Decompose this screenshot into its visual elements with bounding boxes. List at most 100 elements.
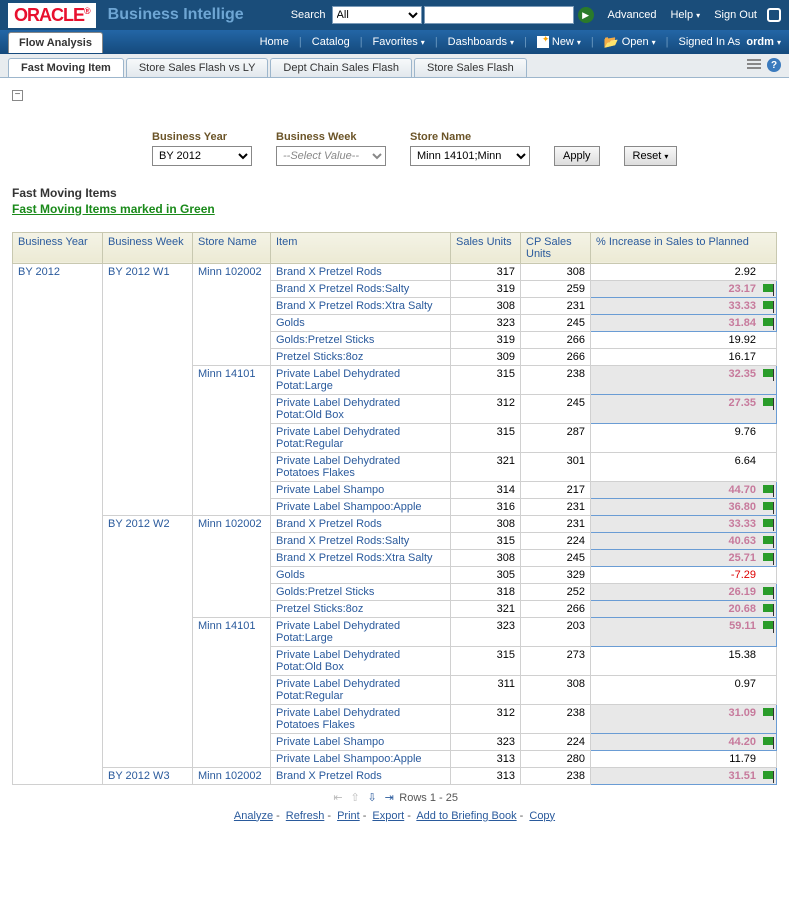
cell-item[interactable]: Golds:Pretzel Sticks — [271, 331, 451, 348]
business-year-select[interactable]: BY 2012 — [152, 146, 252, 166]
refresh-link[interactable]: Refresh — [286, 810, 325, 822]
col-cp-sales-units[interactable]: CP Sales Units — [521, 232, 591, 263]
tab-store-sales-flash[interactable]: Store Sales Flash — [414, 58, 527, 77]
cell-sales-units: 308 — [451, 549, 521, 566]
cell-sales-units: 313 — [451, 750, 521, 767]
cell-item[interactable]: Private Label Dehydrated Potat:Large — [271, 365, 451, 394]
cell-item[interactable]: Pretzel Sticks:8oz — [271, 600, 451, 617]
oracle-logo: ORACLE® — [8, 3, 96, 28]
col-business-week[interactable]: Business Week — [103, 232, 193, 263]
cell-item[interactable]: Brand X Pretzel Rods:Xtra Salty — [271, 549, 451, 566]
col-item[interactable]: Item — [271, 232, 451, 263]
cell-item[interactable]: Private Label Dehydrated Potatoes Flakes — [271, 704, 451, 733]
cell-item[interactable]: Private Label Dehydrated Potat:Old Box — [271, 394, 451, 423]
search-input[interactable] — [424, 6, 574, 24]
cell-business-week[interactable]: BY 2012 W1 — [103, 263, 193, 515]
search-go-icon[interactable]: ▶ — [578, 7, 594, 23]
cell-item[interactable]: Golds — [271, 314, 451, 331]
cell-store-name[interactable]: Minn 14101 — [193, 617, 271, 767]
cell-item[interactable]: Private Label Shampo — [271, 481, 451, 498]
cell-item[interactable]: Brand X Pretzel Rods — [271, 767, 451, 784]
cell-item[interactable]: Golds:Pretzel Sticks — [271, 583, 451, 600]
menu-favorites[interactable]: Favorites▾ — [373, 36, 425, 48]
menu-dashboards[interactable]: Dashboards▾ — [448, 36, 514, 48]
cell-item[interactable]: Private Label Dehydrated Potat:Regular — [271, 675, 451, 704]
flag-icon — [763, 587, 773, 595]
col-pct-increase[interactable]: % Increase in Sales to Planned — [591, 232, 777, 263]
copy-link[interactable]: Copy — [529, 810, 555, 822]
cell-item[interactable]: Brand X Pretzel Rods:Salty — [271, 280, 451, 297]
app-title: Business Intellige — [108, 6, 291, 24]
menu-home[interactable]: Home — [260, 36, 289, 48]
print-link[interactable]: Print — [337, 810, 360, 822]
cell-pct-increase: 36.80 — [591, 498, 777, 515]
cell-cp-sales-units: 238 — [521, 704, 591, 733]
cell-store-name[interactable]: Minn 14101 — [193, 365, 271, 515]
cell-item[interactable]: Private Label Shampoo:Apple — [271, 498, 451, 515]
help-link[interactable]: Help ▾ — [670, 9, 700, 21]
cell-business-week[interactable]: BY 2012 W2 — [103, 515, 193, 767]
cell-item[interactable]: Golds — [271, 566, 451, 583]
store-name-select[interactable]: Minn 14101;Minn — [410, 146, 530, 166]
cell-item[interactable]: Pretzel Sticks:8oz — [271, 348, 451, 365]
cell-sales-units: 309 — [451, 348, 521, 365]
cell-item[interactable]: Private Label Shampoo:Apple — [271, 750, 451, 767]
cell-cp-sales-units: 252 — [521, 583, 591, 600]
cell-item[interactable]: Brand X Pretzel Rods — [271, 515, 451, 532]
cell-item[interactable]: Private Label Dehydrated Potat:Old Box — [271, 646, 451, 675]
search-scope-select[interactable]: All — [332, 6, 422, 24]
cell-item[interactable]: Private Label Dehydrated Potatoes Flakes — [271, 452, 451, 481]
cell-business-year[interactable]: BY 2012 — [13, 263, 103, 784]
signout-link[interactable]: Sign Out — [714, 9, 757, 21]
cell-item[interactable]: Private Label Shampo — [271, 733, 451, 750]
cell-item[interactable]: Brand X Pretzel Rods — [271, 263, 451, 280]
apply-button[interactable]: Apply — [554, 146, 600, 166]
cell-cp-sales-units: 231 — [521, 297, 591, 314]
menu-new[interactable]: New▾ — [537, 36, 581, 48]
cell-item[interactable]: Brand X Pretzel Rods:Salty — [271, 532, 451, 549]
cell-business-week[interactable]: BY 2012 W3 — [103, 767, 193, 784]
export-link[interactable]: Export — [372, 810, 404, 822]
reset-button[interactable]: Reset ▾ — [624, 146, 678, 166]
briefing-book-link[interactable]: Add to Briefing Book — [416, 810, 516, 822]
tab-store-sales-flash-ly[interactable]: Store Sales Flash vs LY — [126, 58, 269, 77]
cell-sales-units: 315 — [451, 423, 521, 452]
pager-next-icon[interactable]: ⇩ — [365, 791, 379, 804]
pager-first-icon[interactable]: ⇤ — [331, 791, 345, 804]
signout-icon[interactable] — [767, 8, 781, 22]
menu-catalog[interactable]: Catalog — [312, 36, 350, 48]
new-icon — [537, 36, 549, 48]
tab-dept-chain-sales-flash[interactable]: Dept Chain Sales Flash — [270, 58, 412, 77]
cell-cp-sales-units: 273 — [521, 646, 591, 675]
help-icon[interactable]: ? — [767, 58, 781, 72]
cell-item[interactable]: Private Label Dehydrated Potat:Large — [271, 617, 451, 646]
cell-cp-sales-units: 238 — [521, 365, 591, 394]
cell-item[interactable]: Private Label Dehydrated Potat:Regular — [271, 423, 451, 452]
col-business-year[interactable]: Business Year — [13, 232, 103, 263]
tab-fast-moving-item[interactable]: Fast Moving Item — [8, 58, 124, 77]
page-options-icon[interactable] — [747, 59, 761, 71]
analyze-link[interactable]: Analyze — [234, 810, 273, 822]
cell-pct-increase: 15.38 — [591, 646, 777, 675]
cell-sales-units: 308 — [451, 515, 521, 532]
pager-prev-icon[interactable]: ⇧ — [348, 791, 362, 804]
business-week-select[interactable]: --Select Value-- — [276, 146, 386, 166]
cell-sales-units: 308 — [451, 297, 521, 314]
flag-icon — [763, 519, 773, 527]
menu-open[interactable]: 📂Open▾ — [604, 35, 656, 49]
cell-cp-sales-units: 266 — [521, 348, 591, 365]
cell-store-name[interactable]: Minn 102002 — [193, 263, 271, 365]
col-store-name[interactable]: Store Name — [193, 232, 271, 263]
collapse-toggle[interactable]: − — [12, 90, 23, 101]
cell-store-name[interactable]: Minn 102002 — [193, 767, 271, 784]
pager-last-icon[interactable]: ⇥ — [382, 791, 396, 804]
col-sales-units[interactable]: Sales Units — [451, 232, 521, 263]
store-name-label: Store Name — [410, 131, 530, 143]
cell-store-name[interactable]: Minn 102002 — [193, 515, 271, 617]
cell-sales-units: 323 — [451, 733, 521, 750]
cell-sales-units: 314 — [451, 481, 521, 498]
advanced-link[interactable]: Advanced — [608, 9, 657, 21]
flow-analysis-tab[interactable]: Flow Analysis — [8, 32, 103, 53]
cell-sales-units: 323 — [451, 617, 521, 646]
cell-item[interactable]: Brand X Pretzel Rods:Xtra Salty — [271, 297, 451, 314]
